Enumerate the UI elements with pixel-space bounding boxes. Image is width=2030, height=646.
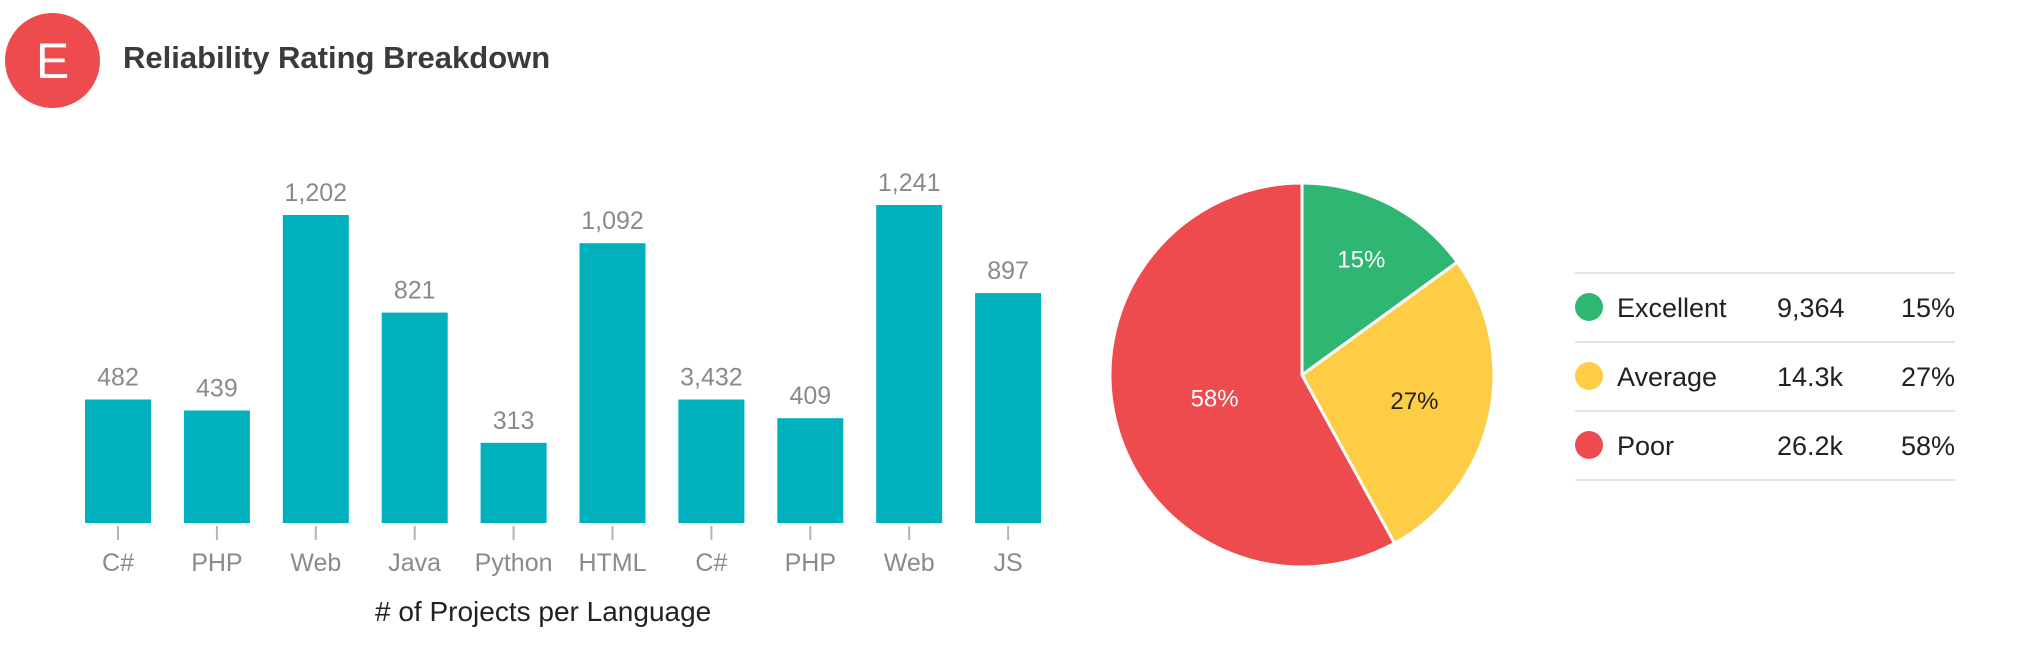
- bar-value-label: 439: [196, 375, 238, 403]
- bar-0: [85, 399, 151, 523]
- legend-dot-average: [1575, 362, 1603, 390]
- bar-3: [381, 312, 448, 523]
- bar-value-label: 1,202: [285, 179, 348, 207]
- pie-slice-label: 58%: [1191, 385, 1239, 412]
- legend-name: Excellent: [1617, 293, 1727, 323]
- legend-row-excellent: Excellent 9,364 15%: [1575, 272, 1955, 341]
- bar-value-label: 1,241: [878, 169, 941, 197]
- pie-slice-label: 27%: [1390, 388, 1438, 415]
- rating-badge: E: [5, 13, 100, 108]
- bar-8: [876, 205, 943, 523]
- x-tick-label: Python: [475, 549, 553, 577]
- bar-1: [183, 410, 250, 523]
- legend-dot-excellent: [1575, 293, 1603, 321]
- x-tick-label: PHP: [785, 549, 836, 577]
- bar-value-label: 482: [97, 364, 139, 392]
- bar-chart: 482 C# 439 PHP 1,202 Web 821 Java 313 Python 1,092…: [85, 169, 1042, 577]
- pie-slice-average: [1300, 260, 1496, 545]
- page-title: Reliability Rating Breakdown: [123, 40, 551, 75]
- legend-percent: 15%: [1900, 293, 1955, 323]
- bar-6: [678, 399, 745, 523]
- bar-7: [777, 418, 844, 523]
- legend-name: Poor: [1617, 431, 1675, 461]
- pie-slice-poor: [1108, 181, 1396, 569]
- legend-row-poor: Poor 26.2k 58%: [1575, 410, 1955, 481]
- x-tick-label: Java: [388, 549, 441, 577]
- x-tick-label: C#: [102, 549, 134, 577]
- legend-percent: 27%: [1900, 362, 1955, 392]
- bar-value-label: 409: [789, 382, 831, 410]
- x-tick-label: C#: [695, 549, 727, 577]
- pie-slice-label: 15%: [1337, 247, 1385, 274]
- legend-name: Average: [1617, 362, 1718, 392]
- bar-value-label: 821: [394, 277, 436, 305]
- pie-legend: Excellent 9,364 15% Average 14.3k 27% Po…: [1575, 272, 1955, 481]
- legend-count: 14.3k: [1777, 362, 1844, 392]
- pie-slice-excellent: [1300, 181, 1459, 377]
- legend-count: 26.2k: [1777, 431, 1844, 461]
- legend-count: 9,364: [1777, 293, 1845, 323]
- x-tick-label: Web: [884, 549, 935, 577]
- bar-value-label: 897: [987, 257, 1029, 285]
- bar-5: [579, 243, 646, 523]
- pie-chart: 15% 27% 58%: [1108, 181, 1496, 569]
- bar-2: [282, 215, 349, 523]
- x-tick-label: Web: [290, 549, 341, 577]
- legend-dot-poor: [1575, 431, 1603, 459]
- legend-percent: 58%: [1900, 431, 1955, 461]
- bar-value-label: 1,092: [581, 207, 644, 235]
- x-tick-label: HTML: [578, 549, 646, 577]
- bar-value-label: 3,432: [680, 364, 743, 392]
- bar-4: [480, 442, 547, 523]
- x-tick-label: JS: [994, 549, 1023, 577]
- bar-chart-x-axis-title: # of Projects per Language: [375, 596, 712, 627]
- bar-value-label: 313: [493, 407, 535, 435]
- x-tick-label: PHP: [191, 549, 242, 577]
- bar-9: [975, 293, 1042, 523]
- legend-row-average: Average 14.3k 27%: [1575, 341, 1955, 410]
- header: E Reliability Rating Breakdown: [0, 0, 900, 130]
